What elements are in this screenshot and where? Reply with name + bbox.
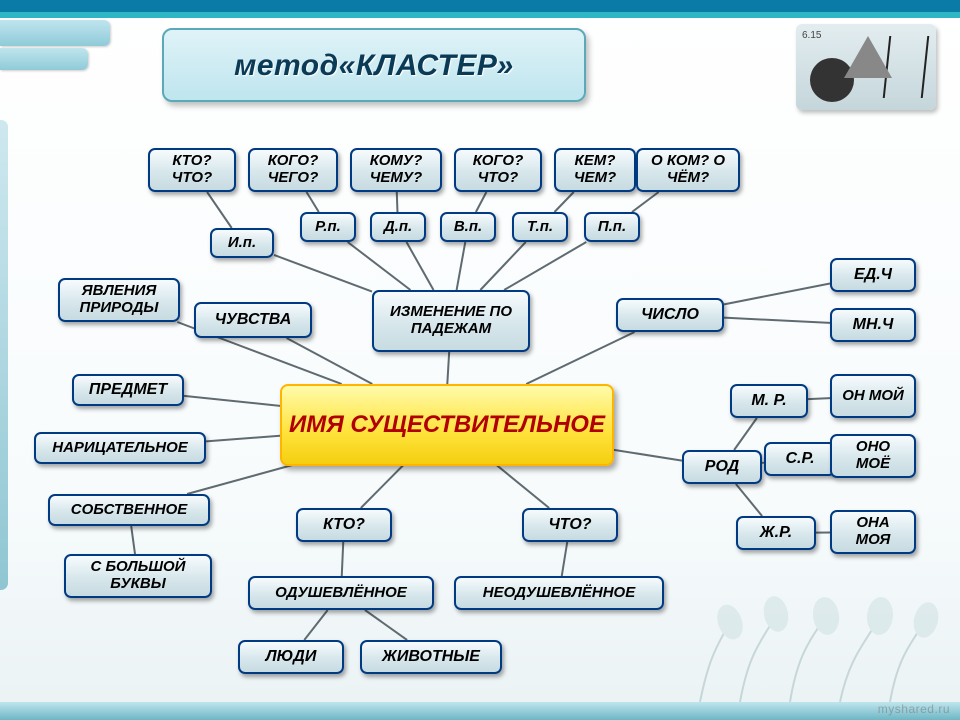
stage: метод«КЛАСТЕР» 6.15 КТО? ЧТО? КОГО? ЧЕГО?… xyxy=(0,0,960,720)
top-teal-strip xyxy=(0,12,960,18)
node-neodu: НЕОДУШЕВЛЁННОЕ xyxy=(454,576,664,610)
node-ona: ОНА МОЯ xyxy=(830,510,916,554)
node-ed: ЕД.Ч xyxy=(830,258,916,292)
node-chto: ЧТО? xyxy=(522,508,618,542)
node-caps: С БОЛЬШОЙ БУКВЫ xyxy=(64,554,212,598)
node-q4: КОГО? ЧТО? xyxy=(454,148,542,192)
node-ono: ОНО МОЁ xyxy=(830,434,916,478)
node-c2: Р.п. xyxy=(300,212,356,242)
title-text: метод«КЛАСТЕР» xyxy=(234,49,514,82)
top-bar xyxy=(0,0,960,12)
node-sr: С.Р. xyxy=(764,442,836,476)
central-text: ИМЯ СУЩЕСТВИТЕЛЬНОЕ xyxy=(289,411,605,439)
art-formula: 6.15 xyxy=(802,30,821,41)
left-rail xyxy=(0,120,8,590)
node-change: ИЗМЕНЕНИЕ ПО ПАДЕЖАМ xyxy=(372,290,530,352)
bottom-rail xyxy=(0,702,960,720)
art-block: 6.15 xyxy=(796,24,936,110)
node-feel: ЧУВСТВА xyxy=(194,302,312,338)
node-odu: ОДУШЕВЛЁННОЕ xyxy=(248,576,434,610)
node-kto: КТО? xyxy=(296,508,392,542)
node-c4: В.п. xyxy=(440,212,496,242)
caliper-icon xyxy=(883,36,930,98)
node-chislo: ЧИСЛО xyxy=(616,298,724,332)
corner-tab-1 xyxy=(0,20,110,46)
node-q3: КОМУ? ЧЕМУ? xyxy=(350,148,442,192)
node-mn: МН.Ч xyxy=(830,308,916,342)
node-nature: ЯВЛЕНИЯ ПРИРОДЫ xyxy=(58,278,180,322)
node-c3: Д.п. xyxy=(370,212,426,242)
node-zr: Ж.Р. xyxy=(736,516,816,550)
node-sobstv: СОБСТВЕННОЕ xyxy=(48,494,210,526)
node-c6: П.п. xyxy=(584,212,640,242)
node-q2: КОГО? ЧЕГО? xyxy=(248,148,338,192)
node-q1: КТО? ЧТО? xyxy=(148,148,236,192)
node-c5: Т.п. xyxy=(512,212,568,242)
title-banner: метод«КЛАСТЕР» xyxy=(162,28,586,102)
node-c1: И.п. xyxy=(210,228,274,258)
central-node: ИМЯ СУЩЕСТВИТЕЛЬНОЕ xyxy=(280,384,614,466)
corner-tab-2 xyxy=(0,48,88,70)
leaves-decoration xyxy=(680,592,940,702)
node-q5: КЕМ? ЧЕМ? xyxy=(554,148,636,192)
node-rod: РОД xyxy=(682,450,762,484)
node-on: ОН МОЙ xyxy=(830,374,916,418)
node-q6: О КОМ? О ЧЁМ? xyxy=(636,148,740,192)
node-lyudi: ЛЮДИ xyxy=(238,640,344,674)
node-mr: М. Р. xyxy=(730,384,808,418)
node-zhiv: ЖИВОТНЫЕ xyxy=(360,640,502,674)
node-naric: НАРИЦАТЕЛЬНОЕ xyxy=(34,432,206,464)
watermark: myshared.ru xyxy=(878,702,950,716)
node-pred: ПРЕДМЕТ xyxy=(72,374,184,406)
